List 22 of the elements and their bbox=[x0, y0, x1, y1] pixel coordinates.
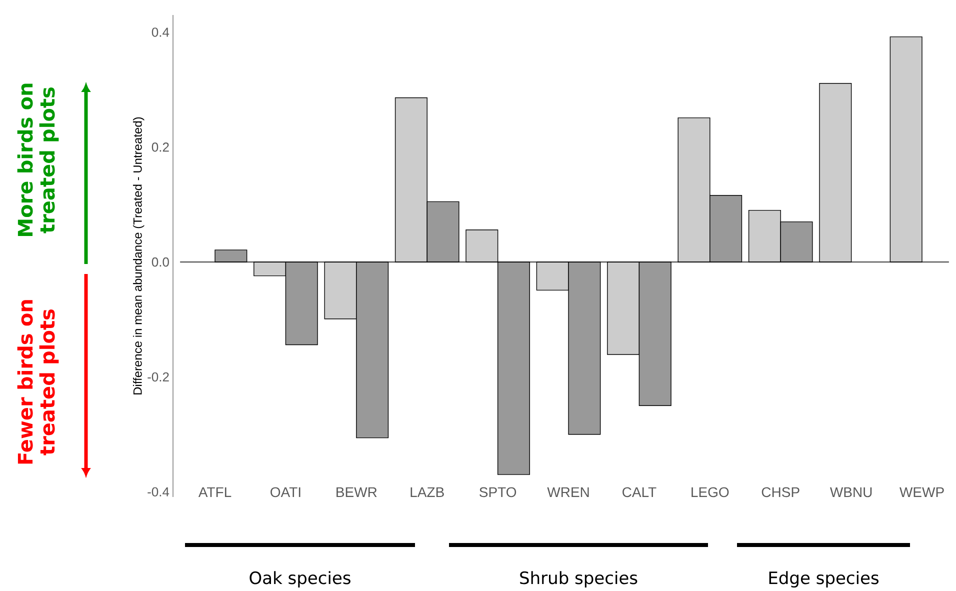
y-axis-title: Difference in mean abundance (Treated - Untreated) bbox=[133, 117, 144, 394]
y-tick-label: -0.2 bbox=[148, 372, 169, 382]
x-tick-label: BEWR bbox=[336, 487, 377, 498]
x-tick-label: LEGO bbox=[692, 487, 729, 498]
y-tick-label: 0.2 bbox=[152, 142, 169, 152]
x-tick-label: ATFL bbox=[198, 487, 232, 498]
x-tick-label: LAZB bbox=[410, 487, 444, 498]
y-tick-label: 0.0 bbox=[152, 257, 169, 267]
text: Shrub species bbox=[520, 571, 638, 588]
x-tick-label: CALT bbox=[622, 487, 656, 498]
text: Oak species bbox=[250, 571, 350, 588]
text: Fewer birds on treated plots bbox=[17, 300, 59, 464]
x-tick-label: OATI bbox=[270, 487, 300, 498]
x-tick-label: WEWP bbox=[900, 487, 944, 498]
x-tick-label: WBNU bbox=[830, 487, 872, 498]
text: Edge species bbox=[769, 571, 879, 588]
x-tick-label: SPTO bbox=[480, 487, 516, 498]
x-tick-label: WREN bbox=[547, 487, 589, 498]
y-tick-label: -0.4 bbox=[148, 487, 170, 496]
text: More birds on treated plots bbox=[17, 84, 59, 236]
y-tick-label: 0.4 bbox=[152, 28, 170, 37]
x-tick-label: CHSP bbox=[762, 487, 800, 498]
